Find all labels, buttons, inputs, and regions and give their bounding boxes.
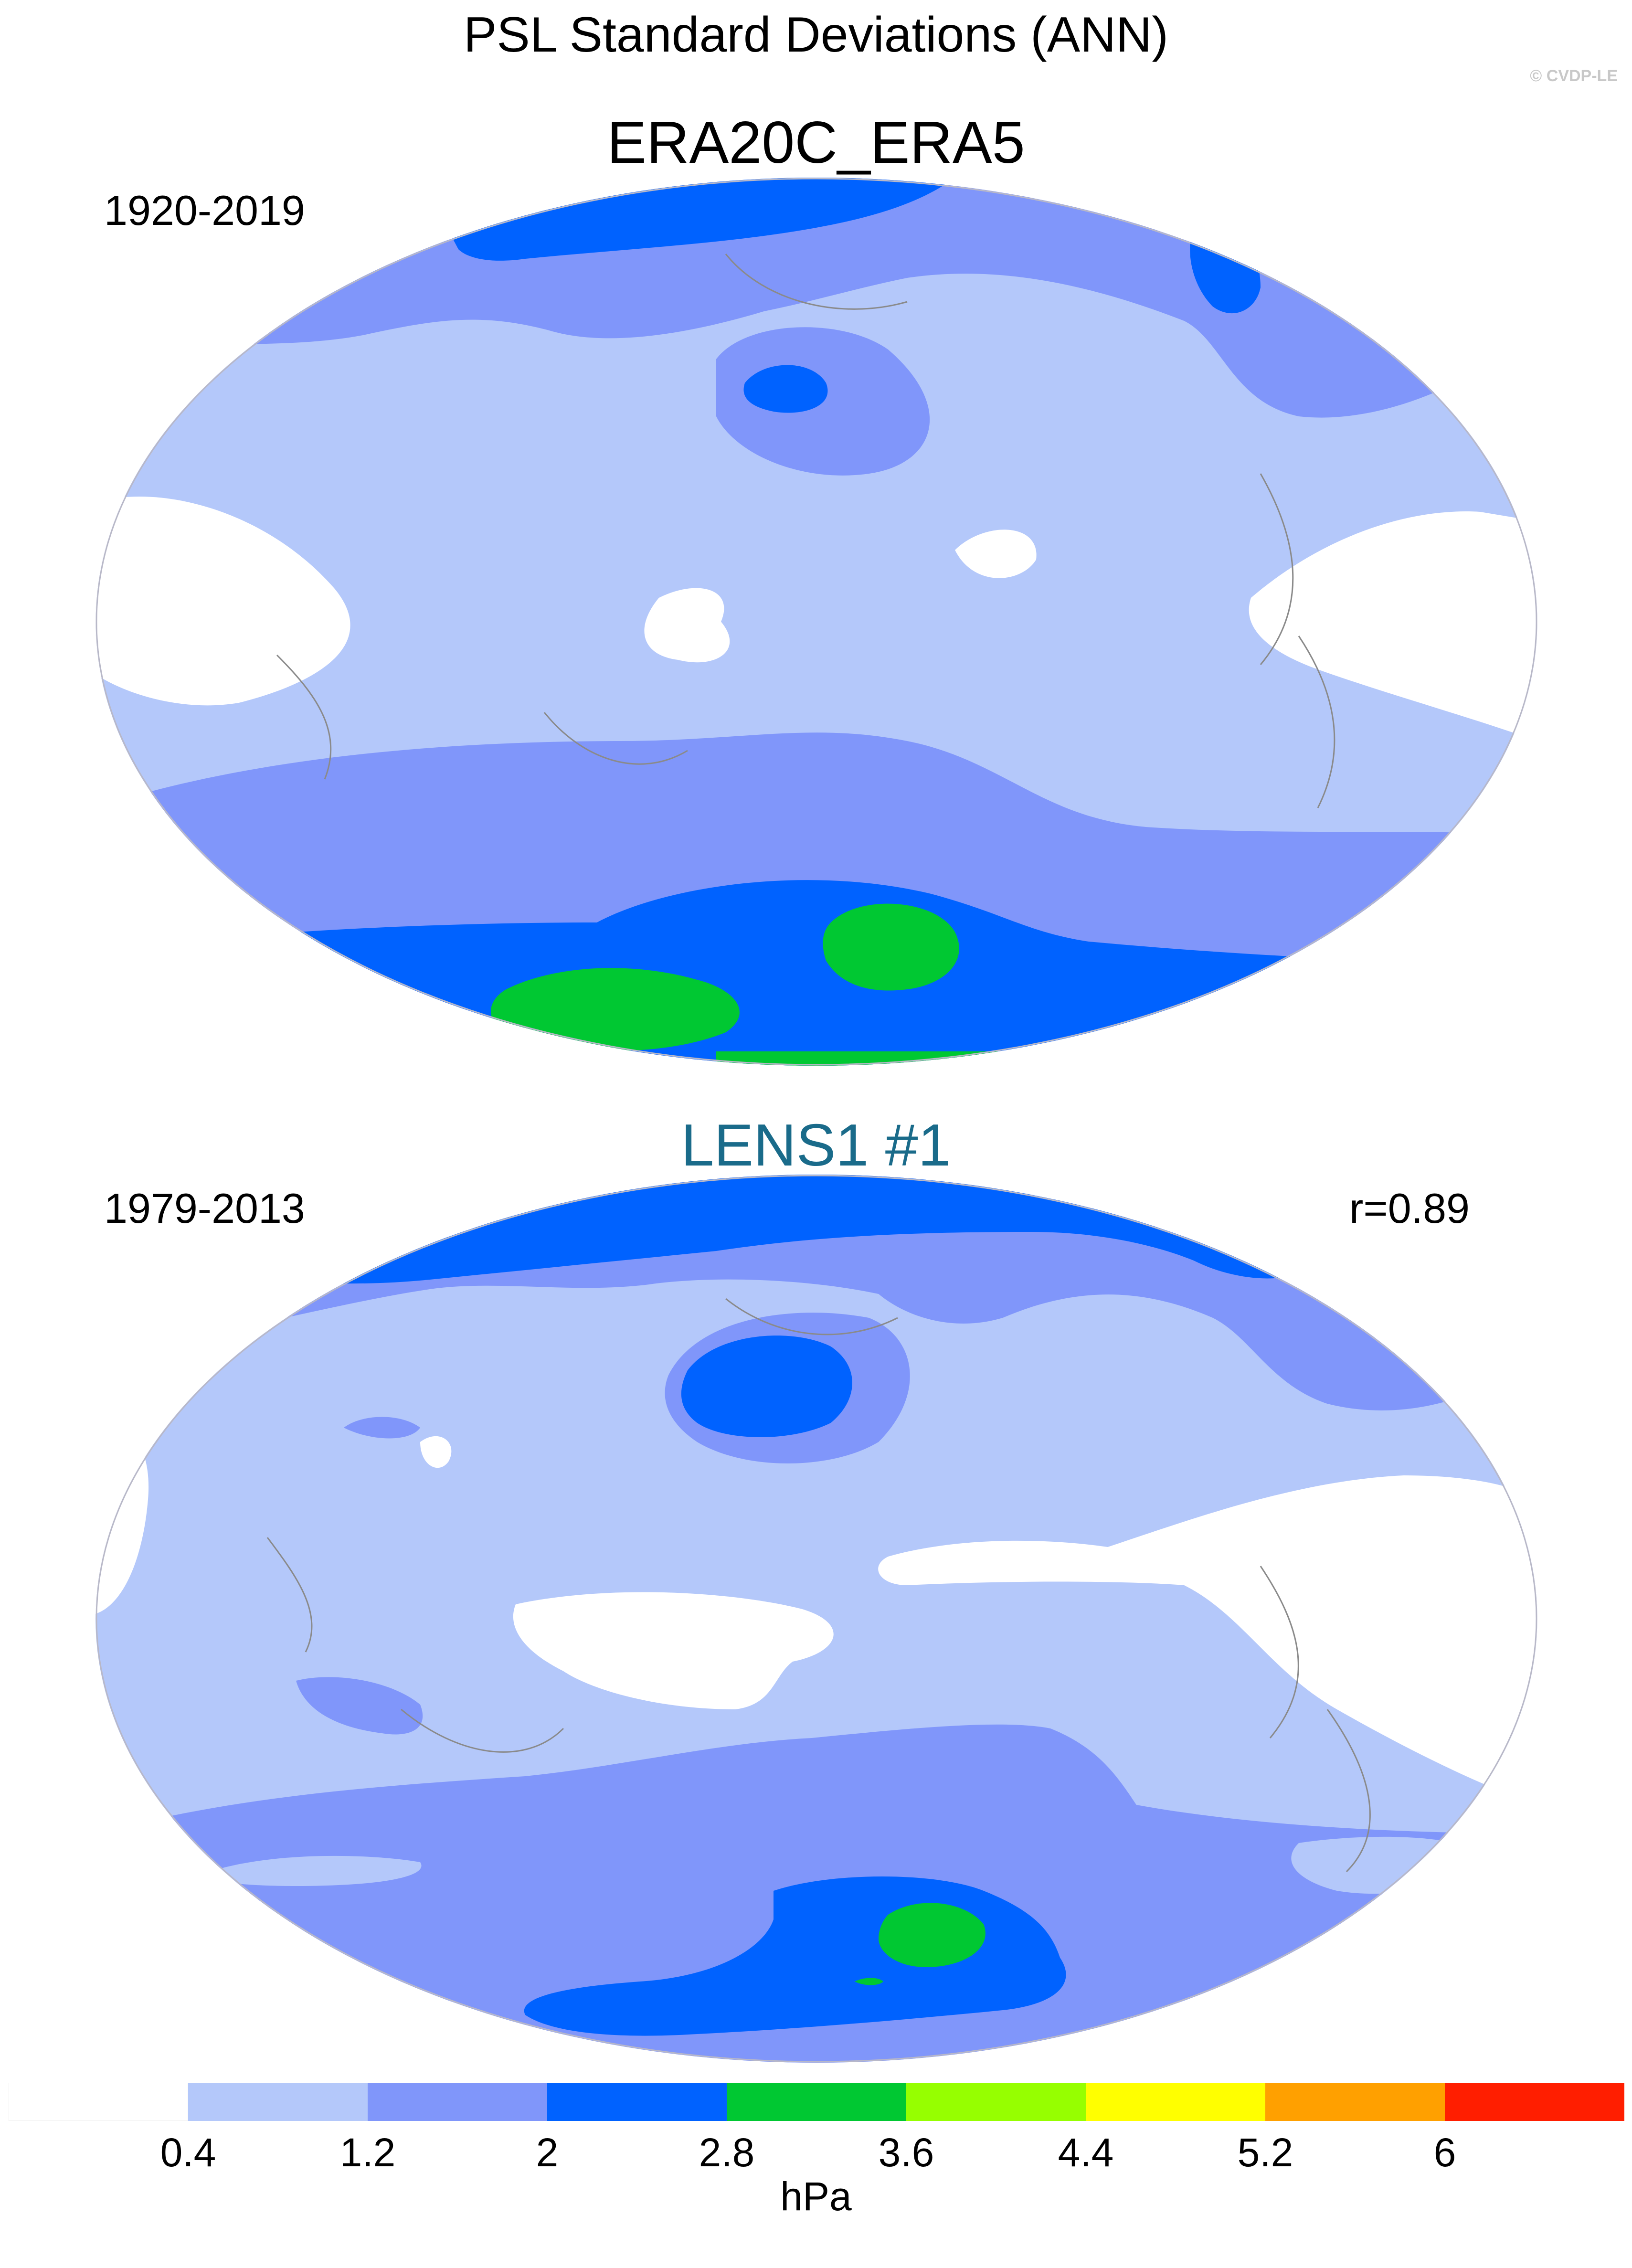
colorbar-box: [547, 2083, 727, 2121]
colorbar: [9, 2083, 1624, 2121]
panel-1-title: ERA20C_ERA5: [607, 110, 1025, 176]
colorbar-box: [1086, 2083, 1265, 2121]
colorbar-box: [1445, 2083, 1624, 2121]
panel-1-period: 1920-2019: [104, 187, 305, 234]
panel-2-map: [95, 1175, 1537, 2063]
colorbar-tick-label: 1.2: [339, 2130, 396, 2175]
colorbar-box: [1265, 2083, 1445, 2121]
colorbar-tick-label: 2: [536, 2130, 559, 2175]
panel-2-stat: r=0.89: [1349, 1185, 1470, 1232]
panel-2-title: LENS1 #1: [681, 1113, 951, 1178]
colorbar-tick-label: 5.2: [1237, 2130, 1293, 2175]
colorbar-units: hPa: [780, 2174, 852, 2219]
figure-title: PSL Standard Deviations (ANN): [464, 7, 1168, 63]
panel-1-map: [95, 178, 1537, 1066]
colorbar-box: [368, 2083, 547, 2121]
colorbar-box: [188, 2083, 368, 2121]
colorbar-box: [906, 2083, 1086, 2121]
copyright-label: © CVDP-LE: [1530, 67, 1618, 85]
panel-2-period: 1979-2013: [104, 1185, 305, 1232]
colorbar-tick-label: 6: [1433, 2130, 1456, 2175]
colorbar-tick-label: 3.6: [878, 2130, 934, 2175]
colorbar-box: [727, 2083, 906, 2121]
colorbar-box: [9, 2083, 189, 2121]
colorbar-tick-label: 2.8: [699, 2130, 755, 2175]
colorbar-tick-label: 4.4: [1058, 2130, 1114, 2175]
colorbar-tick-label: 0.4: [160, 2130, 216, 2175]
